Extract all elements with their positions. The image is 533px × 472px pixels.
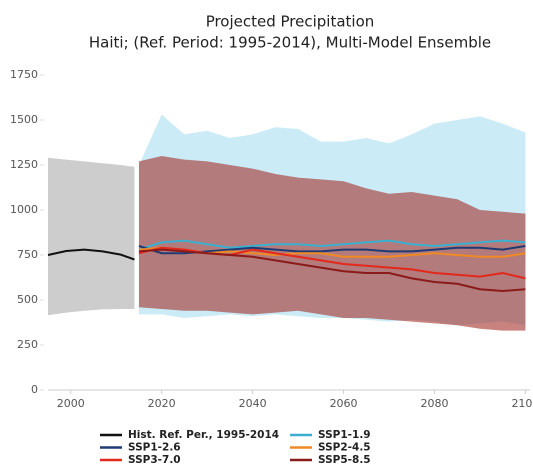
chart-subtitle: Haiti; (Ref. Period: 1995-2014), Multi-M… (89, 34, 491, 52)
chart-title: Projected Precipitation (206, 13, 375, 31)
x-tick-label: 2000 (57, 397, 85, 410)
y-tick-label: 1250 (10, 158, 38, 171)
y-tick-label: 1750 (10, 68, 38, 81)
range-band (138, 156, 526, 331)
y-tick-label: 0 (31, 383, 38, 396)
x-tick-label: 2040 (239, 397, 267, 410)
legend-label: SSP2-4.5 (318, 442, 371, 454)
y-tick-label: 1500 (10, 113, 38, 126)
x-tick-label: 2020 (148, 397, 176, 410)
series-line (138, 239, 526, 251)
x-tick-label: 2080 (421, 397, 449, 410)
x-tick-label: 2060 (330, 397, 358, 410)
y-tick-label: 750 (17, 248, 38, 261)
legend-label: SSP5-8.5 (318, 454, 371, 466)
legend-label: SSP1-1.9 (318, 429, 371, 441)
range-band (48, 157, 135, 316)
y-tick-label: 1000 (10, 203, 38, 216)
legend-label: SSP3-7.0 (128, 454, 181, 466)
series-line (47, 248, 135, 261)
legend-label: Hist. Ref. Per., 1995-2014 (128, 429, 279, 441)
y-tick-label: 250 (17, 338, 38, 351)
series-line (138, 248, 526, 293)
y-tick-label: 500 (17, 293, 38, 306)
x-tick-label: 2100 (511, 397, 533, 410)
legend-label: SSP1-2.6 (128, 442, 181, 454)
